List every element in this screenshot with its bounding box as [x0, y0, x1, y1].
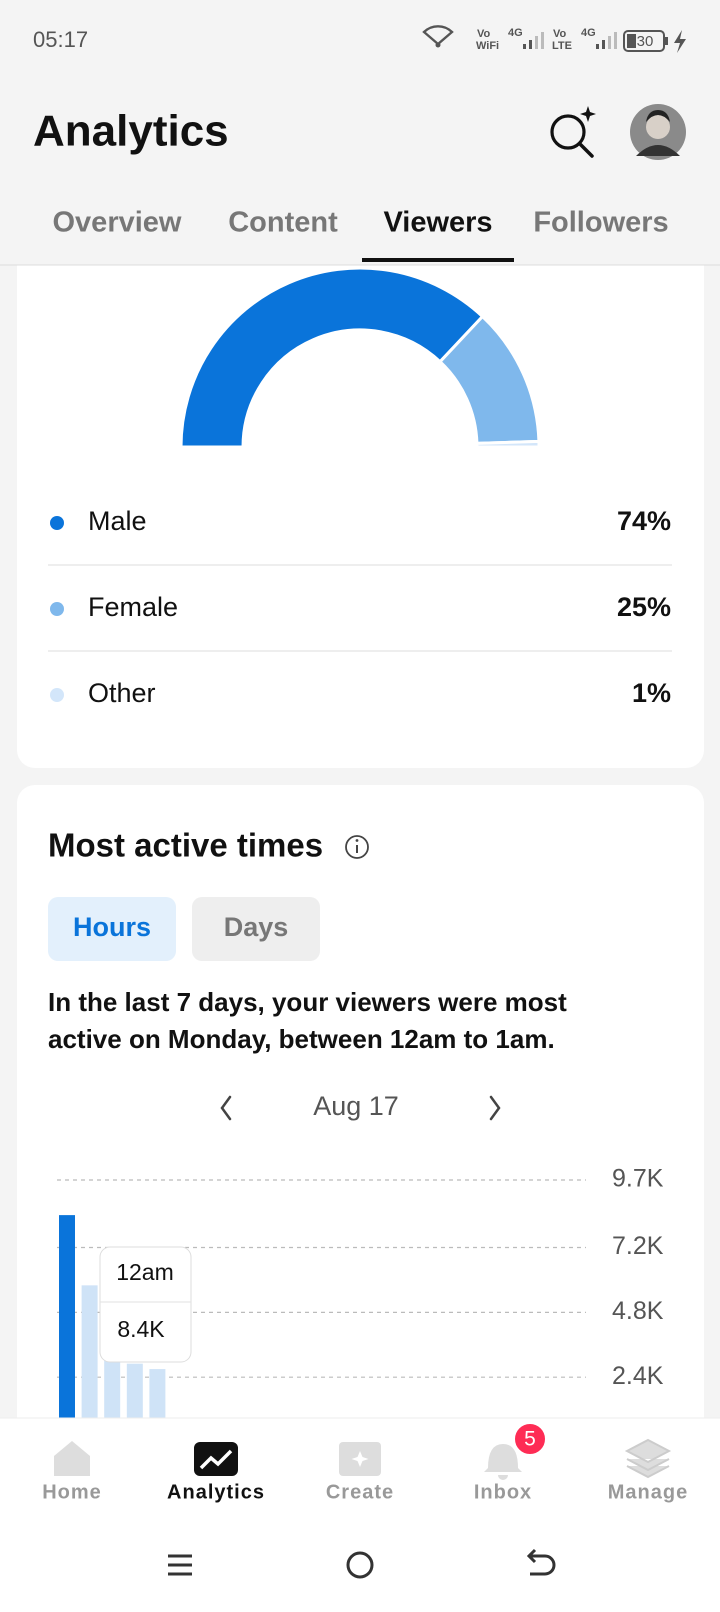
donut-segment [179, 266, 485, 449]
info-icon[interactable] [345, 835, 369, 859]
tabs: Overview Content Viewers Followers [53, 207, 669, 239]
analytics-icon [194, 1442, 238, 1476]
tooltip-value: 8.4K [117, 1316, 165, 1342]
legend-dot [50, 516, 64, 530]
status-text: 4G [508, 27, 523, 39]
bottom-nav: Home Analytics Create Inbox Manage [42, 1481, 688, 1503]
donut-segment [475, 439, 541, 449]
status-text: Vo [553, 28, 567, 40]
legend-dot [50, 688, 64, 702]
status-icons: Vo WiFi 4G Vo LTE 4G 30 [422, 25, 686, 53]
tab[interactable]: Content [228, 207, 338, 239]
avatar[interactable] [630, 104, 686, 160]
status-text: Vo [477, 28, 491, 40]
toggle: Hours Days [73, 912, 288, 942]
search-button[interactable] [550, 106, 596, 158]
nav-label[interactable]: Inbox [474, 1481, 532, 1503]
bar [81, 1285, 98, 1442]
nav-label[interactable]: Create [326, 1481, 394, 1503]
status-text: WiFi [476, 40, 499, 52]
toggle-label[interactable]: Hours [73, 912, 151, 942]
active-times-card [17, 785, 704, 1612]
badge-count: 5 [524, 1428, 536, 1451]
tooltip-label: 12am [116, 1259, 174, 1285]
tooltip-box [99, 1246, 192, 1363]
y-tick-label: 7.2K [612, 1232, 664, 1260]
system-nav [168, 1548, 556, 1579]
manage-icon [624, 1438, 672, 1479]
legend-label: Male [88, 506, 147, 536]
nav-label[interactable]: Manage [608, 1481, 688, 1503]
legend-value: 1% [632, 678, 671, 708]
gender-donut [179, 266, 541, 449]
nav-label[interactable]: Home [42, 1481, 102, 1503]
gender-legend: Male 74% Female 25% Other 1% [48, 506, 672, 708]
days-button[interactable] [192, 897, 320, 961]
date: Aug 17 [313, 1091, 399, 1121]
next-date[interactable] [489, 1095, 501, 1121]
y-tick-label: 4.8K [612, 1297, 664, 1325]
home-icon [54, 1441, 90, 1476]
toggle-label[interactable]: Days [224, 912, 289, 942]
battery-level: 30 [637, 33, 654, 50]
status-text: 4G [581, 27, 596, 39]
legend-label: Female [88, 592, 178, 622]
description: active on Monday, between 12am to 1am. [48, 1024, 555, 1054]
status-text: LTE [552, 40, 572, 52]
legend-dot [50, 602, 64, 616]
description: In the last 7 days, your viewers were mo… [48, 987, 567, 1017]
clock: 05:17 [33, 27, 88, 52]
section-title: Most active times [48, 827, 323, 864]
inbox-icon [484, 1444, 522, 1480]
header-bg [0, 0, 720, 265]
y-tick-label: 2.4K [612, 1362, 664, 1390]
legend-value: 74% [617, 506, 671, 536]
tab[interactable]: Followers [533, 207, 668, 239]
tooltip: 12am 8.4K [99, 1246, 192, 1363]
prev-date[interactable] [220, 1095, 232, 1121]
legend-value: 25% [617, 592, 671, 622]
tab-indicator [362, 258, 514, 262]
y-tick-label: 9.7K [612, 1165, 664, 1193]
tab[interactable]: Overview [53, 207, 182, 239]
bar [59, 1215, 75, 1442]
tab[interactable]: Viewers [383, 207, 492, 239]
legend-label: Other [88, 678, 156, 708]
badge [513, 1422, 547, 1456]
nav-label[interactable]: Analytics [167, 1481, 265, 1503]
gender-card [17, 230, 704, 768]
page-title: Analytics [33, 107, 229, 156]
hours-button[interactable] [48, 897, 176, 961]
